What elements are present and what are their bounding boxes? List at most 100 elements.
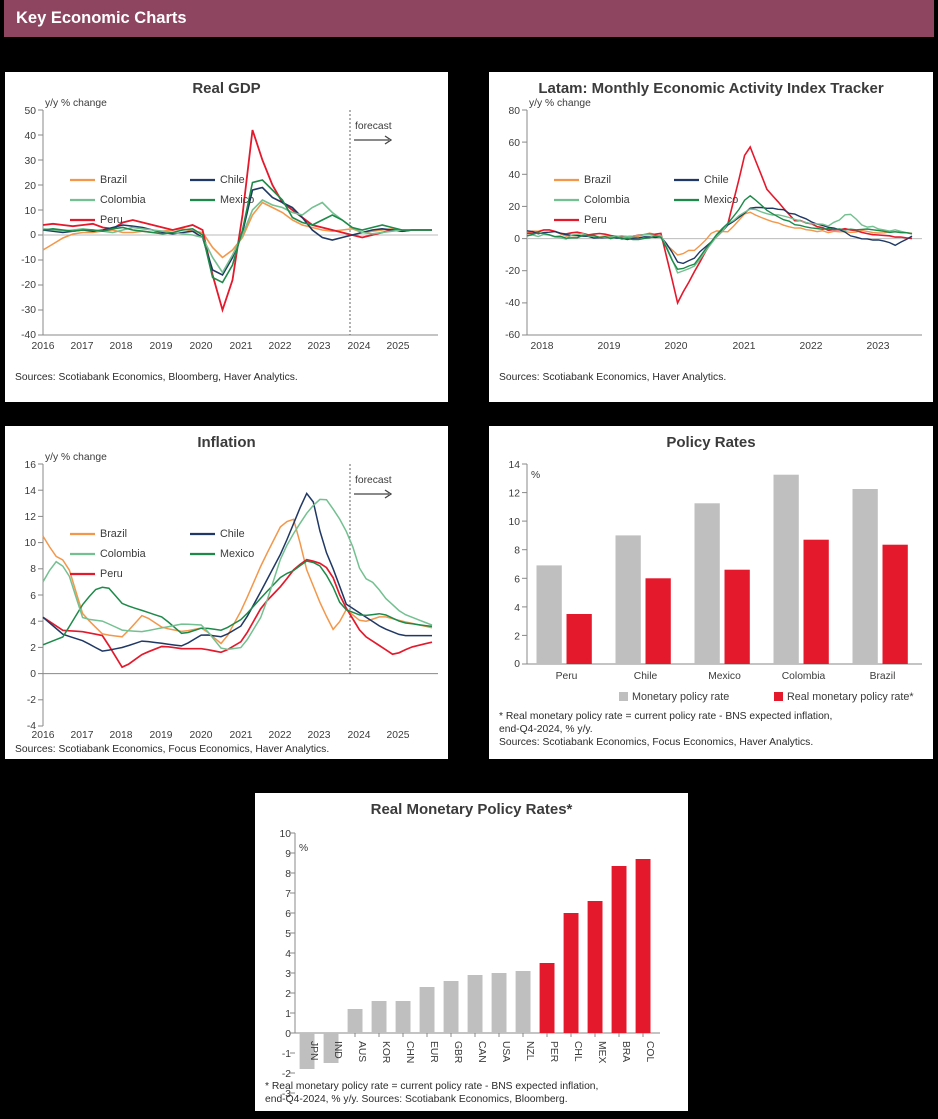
svg-text:10: 10	[280, 829, 292, 840]
svg-text:0: 0	[30, 230, 36, 241]
svg-text:0: 0	[285, 1029, 291, 1040]
svg-text:12: 12	[509, 489, 521, 500]
svg-text:-20: -20	[505, 266, 520, 277]
svg-text:Peru: Peru	[556, 671, 578, 682]
svg-text:-30: -30	[21, 305, 36, 316]
svg-text:2020: 2020	[190, 730, 213, 741]
svg-text:Colombia: Colombia	[782, 671, 826, 682]
svg-text:Chile: Chile	[634, 671, 658, 682]
svg-text:Mexico: Mexico	[704, 194, 738, 206]
svg-text:2017: 2017	[71, 730, 94, 741]
svg-text:4: 4	[514, 603, 520, 614]
svg-text:USA: USA	[500, 1041, 511, 1062]
svg-text:40: 40	[25, 131, 37, 142]
svg-text:Mexico: Mexico	[220, 194, 254, 206]
svg-text:-2: -2	[27, 695, 36, 706]
svg-text:2019: 2019	[150, 730, 173, 741]
svg-text:2022: 2022	[269, 341, 292, 352]
svg-text:Colombia: Colombia	[100, 548, 146, 560]
svg-text:2022: 2022	[800, 341, 823, 352]
svg-text:-2: -2	[282, 1069, 291, 1080]
svg-text:2023: 2023	[308, 730, 331, 741]
svg-text:NZL: NZL	[524, 1041, 535, 1061]
svg-text:2023: 2023	[308, 341, 331, 352]
svg-text:Real monetary policy rate*: Real monetary policy rate*	[787, 691, 914, 703]
svg-text:6: 6	[30, 591, 36, 602]
svg-text:2019: 2019	[598, 341, 621, 352]
svg-text:y/y % change: y/y % change	[529, 98, 591, 109]
svg-text:BRA: BRA	[620, 1041, 631, 1062]
svg-text:12: 12	[25, 512, 37, 523]
svg-text:10: 10	[509, 517, 521, 528]
svg-text:IND: IND	[332, 1041, 343, 1059]
svg-text:2023: 2023	[867, 341, 890, 352]
svg-text:Peru: Peru	[100, 568, 123, 580]
svg-text:Chile: Chile	[220, 528, 245, 540]
svg-text:0: 0	[514, 234, 520, 245]
svg-text:y/y % change: y/y % change	[45, 98, 107, 109]
svg-text:2019: 2019	[150, 341, 173, 352]
svg-text:%: %	[299, 843, 308, 854]
svg-text:5: 5	[285, 929, 291, 940]
svg-text:1: 1	[285, 1009, 291, 1020]
svg-text:2024: 2024	[348, 730, 371, 741]
svg-text:7: 7	[285, 889, 291, 900]
svg-text:2020: 2020	[190, 341, 213, 352]
svg-text:2024: 2024	[348, 341, 371, 352]
svg-text:Peru: Peru	[100, 214, 123, 226]
svg-text:20: 20	[25, 181, 37, 192]
svg-text:AUS: AUS	[356, 1041, 367, 1062]
svg-text:forecast: forecast	[355, 121, 392, 132]
svg-text:2017: 2017	[71, 341, 94, 352]
svg-text:%: %	[531, 470, 540, 481]
svg-text:-40: -40	[505, 298, 520, 309]
svg-text:2018: 2018	[110, 341, 133, 352]
svg-text:CHL: CHL	[572, 1041, 583, 1062]
svg-text:2016: 2016	[32, 730, 55, 741]
svg-text:2016: 2016	[32, 341, 55, 352]
svg-text:60: 60	[509, 138, 521, 149]
svg-text:14: 14	[509, 460, 521, 471]
svg-text:y/y % change: y/y % change	[45, 452, 107, 463]
svg-text:2: 2	[30, 643, 36, 654]
svg-text:2021: 2021	[733, 341, 756, 352]
svg-text:JPN: JPN	[308, 1041, 319, 1060]
svg-text:0: 0	[30, 669, 36, 680]
svg-text:-10: -10	[21, 255, 36, 266]
svg-text:8: 8	[30, 564, 36, 575]
svg-text:Colombia: Colombia	[100, 194, 146, 206]
svg-text:KOR: KOR	[380, 1041, 391, 1063]
svg-text:Peru: Peru	[584, 214, 607, 226]
svg-text:Colombia: Colombia	[584, 194, 630, 206]
svg-text:3: 3	[285, 969, 291, 980]
svg-text:-40: -40	[21, 330, 36, 341]
svg-text:CAN: CAN	[476, 1041, 487, 1063]
svg-text:-20: -20	[21, 280, 36, 291]
svg-text:2021: 2021	[230, 730, 253, 741]
svg-text:2: 2	[285, 989, 291, 1000]
svg-text:Brazil: Brazil	[100, 528, 127, 540]
svg-text:Monetary policy rate: Monetary policy rate	[632, 691, 729, 703]
svg-text:8: 8	[514, 546, 520, 557]
svg-text:8: 8	[285, 869, 291, 880]
svg-text:Chile: Chile	[704, 174, 729, 186]
svg-text:30: 30	[25, 156, 37, 167]
svg-text:9: 9	[285, 849, 291, 860]
svg-text:Mexico: Mexico	[220, 548, 254, 560]
svg-text:-1: -1	[282, 1049, 291, 1060]
svg-text:forecast: forecast	[355, 475, 392, 486]
svg-text:2: 2	[514, 631, 520, 642]
svg-text:4: 4	[285, 949, 291, 960]
svg-text:4: 4	[30, 617, 36, 628]
svg-text:EUR: EUR	[428, 1041, 439, 1063]
svg-text:16: 16	[25, 460, 37, 471]
svg-text:PER: PER	[548, 1041, 559, 1062]
svg-text:14: 14	[25, 486, 37, 497]
svg-text:80: 80	[509, 106, 521, 117]
svg-text:2020: 2020	[665, 341, 688, 352]
svg-text:Chile: Chile	[220, 174, 245, 186]
svg-text:2018: 2018	[531, 341, 554, 352]
svg-text:2021: 2021	[230, 341, 253, 352]
svg-text:40: 40	[509, 170, 521, 181]
svg-text:6: 6	[285, 909, 291, 920]
